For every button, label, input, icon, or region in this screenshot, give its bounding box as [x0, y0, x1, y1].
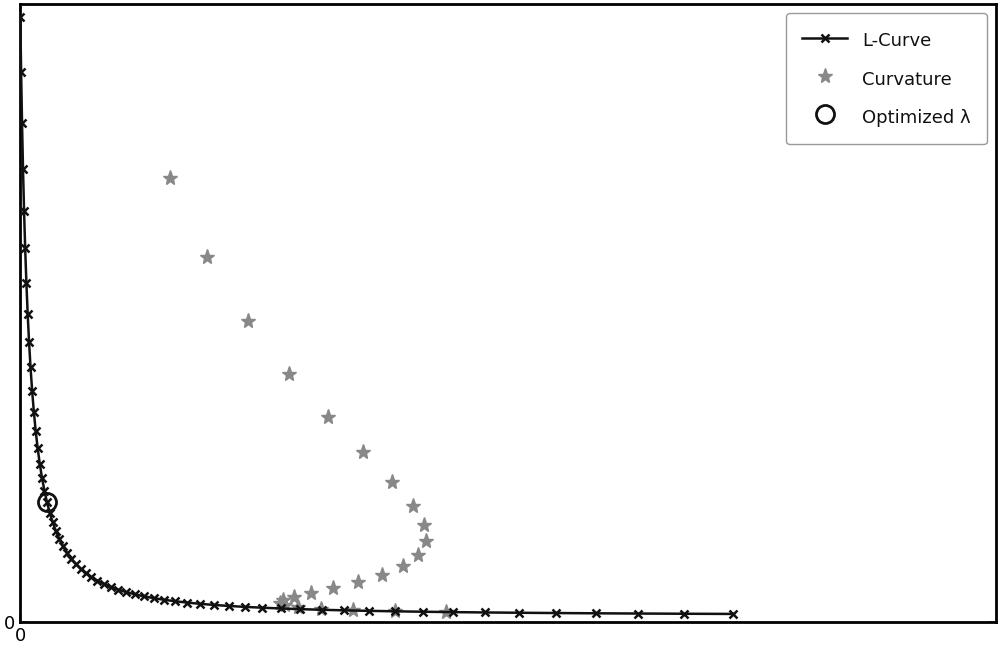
Curvature	[305, 589, 317, 597]
Legend: L-Curve, Curvature, Optimized λ: L-Curve, Curvature, Optimized λ	[786, 13, 987, 144]
Curvature	[376, 570, 388, 578]
Curvature	[201, 252, 213, 260]
Curvature	[315, 605, 327, 613]
Curvature	[389, 607, 401, 615]
Curvature	[242, 317, 254, 324]
Curvature	[412, 551, 424, 559]
L-Curve	[14, 12, 26, 20]
Curvature	[292, 604, 304, 611]
L-Curve	[36, 474, 48, 482]
Curvature	[327, 584, 339, 592]
L-Curve	[47, 519, 59, 526]
Curvature	[322, 413, 334, 421]
Curvature	[357, 448, 369, 456]
Curvature	[288, 593, 300, 601]
Line: L-Curve: L-Curve	[16, 12, 737, 618]
L-Curve	[727, 610, 739, 618]
Curvature	[283, 370, 295, 378]
Curvature	[397, 562, 409, 570]
L-Curve	[41, 498, 53, 506]
Curvature	[418, 521, 430, 529]
Curvature	[352, 578, 364, 586]
L-Curve	[26, 387, 38, 395]
Curvature	[164, 175, 176, 182]
Curvature	[274, 599, 286, 607]
L-Curve	[50, 527, 62, 535]
Curvature	[420, 537, 432, 545]
Curvature	[347, 606, 359, 614]
Line: Curvature: Curvature	[162, 171, 454, 620]
Curvature	[279, 602, 291, 609]
L-Curve	[158, 596, 170, 604]
Curvature	[386, 478, 398, 485]
Curvature	[277, 596, 289, 604]
Curvature	[407, 502, 419, 509]
Curvature	[440, 608, 452, 616]
